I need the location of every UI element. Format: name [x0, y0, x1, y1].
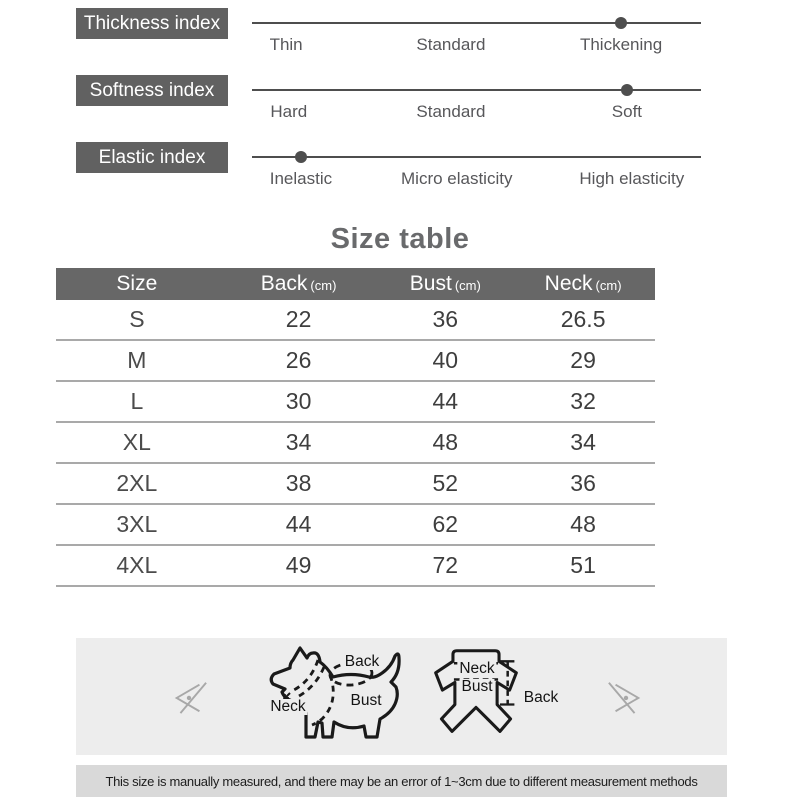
size-cell: 2XL: [56, 463, 218, 505]
size-table-grid: Size Back (cm) Bust (cm) Neck (cm) S 22 36 26.5 M 26…: [56, 268, 655, 587]
table-row: S 22 36 26.5: [56, 300, 655, 341]
bust-cell: 48: [379, 422, 512, 464]
size-cell: S: [56, 300, 218, 341]
index-option: Hard: [270, 102, 308, 121]
neck-cell: 36: [511, 463, 655, 505]
index-scale-track: Hard Standard Soft: [252, 75, 701, 135]
bust-cell: 44: [379, 381, 512, 423]
back-cell: 38: [217, 463, 380, 505]
index-option: Standard: [416, 35, 486, 54]
column-header: Neck (cm): [511, 268, 655, 300]
neck-cell: 51: [511, 545, 655, 587]
dog-back-label: Back: [342, 653, 382, 671]
index-option: Thickening: [579, 35, 663, 54]
garment-bust-label: Bust: [459, 678, 495, 696]
table-row: L 30 44 32: [56, 381, 655, 423]
bust-cell: 52: [379, 463, 512, 505]
index-row-elastic-index: Elastic index Inelastic Micro elasticity Hi…: [0, 142, 800, 210]
back-cell: 22: [217, 300, 380, 341]
dog-bust-label: Bust: [348, 692, 384, 710]
size-cell: XL: [56, 422, 218, 464]
scroll-right-icon: [608, 682, 641, 714]
column-unit: (cm): [595, 278, 622, 293]
back-cell: 26: [217, 340, 380, 382]
size-cell: 3XL: [56, 504, 218, 546]
scroll-left-icon: [174, 682, 207, 714]
back-cell: 49: [217, 545, 380, 587]
index-scale-track: Inelastic Micro elasticity High elasticity: [252, 142, 701, 202]
index-scale-line: [252, 156, 701, 158]
size-table: Size Back (cm) Bust (cm) Neck (cm) S 22 36 26.5 M 26…: [56, 268, 655, 587]
bust-cell: 62: [379, 504, 512, 546]
table-row: 3XL 44 62 48: [56, 504, 655, 546]
index-scale-line: [252, 22, 701, 24]
index-row-softness-index: Softness index Hard Standard Soft: [0, 75, 800, 143]
column-header: Back (cm): [217, 268, 380, 300]
column-unit: (cm): [454, 278, 481, 293]
column-header: Bust (cm): [379, 268, 512, 300]
neck-cell: 26.5: [511, 300, 655, 341]
index-scale-track: Thin Standard Thickening: [252, 8, 701, 68]
dog-diagram-icon: [269, 646, 401, 739]
table-row: XL 34 48 34: [56, 422, 655, 464]
neck-cell: 32: [511, 381, 655, 423]
column-unit: (cm): [310, 278, 337, 293]
size-table-title: Size table: [330, 223, 470, 255]
index-selected-dot: [620, 84, 633, 96]
back-cell: 44: [217, 504, 380, 546]
garment-back-label: Back: [521, 689, 561, 707]
index-option: Standard: [416, 102, 486, 121]
neck-cell: 29: [511, 340, 655, 382]
measure-guide-panel: Back Neck Bust Neck Bust Back: [76, 638, 727, 755]
back-cell: 30: [217, 381, 380, 423]
table-header-row: Size Back (cm) Bust (cm) Neck (cm): [56, 268, 655, 300]
neck-cell: 34: [511, 422, 655, 464]
index-row-thickness-index: Thickness index Thin Standard Thickening: [0, 8, 800, 76]
index-selected-dot: [294, 151, 307, 163]
table-row: 2XL 38 52 36: [56, 463, 655, 505]
index-option: Soft: [611, 102, 643, 121]
index-option: Thin: [269, 35, 303, 54]
bust-cell: 40: [379, 340, 512, 382]
index-option: Micro elasticity: [401, 169, 513, 188]
index-scale-line: [252, 89, 701, 91]
back-cell: 34: [217, 422, 380, 464]
bust-cell: 36: [379, 300, 512, 341]
size-cell: 4XL: [56, 545, 218, 587]
column-name: Neck: [544, 272, 593, 295]
column-name: Size: [116, 272, 158, 295]
footer-note-text: This size is manually measured, and ther…: [105, 773, 698, 789]
column-header: Size: [56, 268, 218, 300]
table-row: M 26 40 29: [56, 340, 655, 382]
column-name: Back: [260, 272, 308, 295]
garment-neck-label: Neck: [457, 660, 497, 678]
table-row: 4XL 49 72 51: [56, 545, 655, 587]
index-label-box: Elastic index: [76, 142, 228, 173]
index-option: High elasticity: [579, 169, 685, 188]
footer-note-bar: This size is manually measured, and ther…: [76, 765, 727, 797]
index-label-box: Thickness index: [76, 8, 228, 39]
index-selected-dot: [615, 17, 628, 29]
column-name: Bust: [409, 272, 452, 295]
neck-cell: 48: [511, 504, 655, 546]
size-cell: L: [56, 381, 218, 423]
index-label-box: Softness index: [76, 75, 228, 106]
bust-cell: 72: [379, 545, 512, 587]
size-cell: M: [56, 340, 218, 382]
index-option: Inelastic: [269, 169, 333, 188]
dog-neck-label: Neck: [268, 698, 308, 716]
